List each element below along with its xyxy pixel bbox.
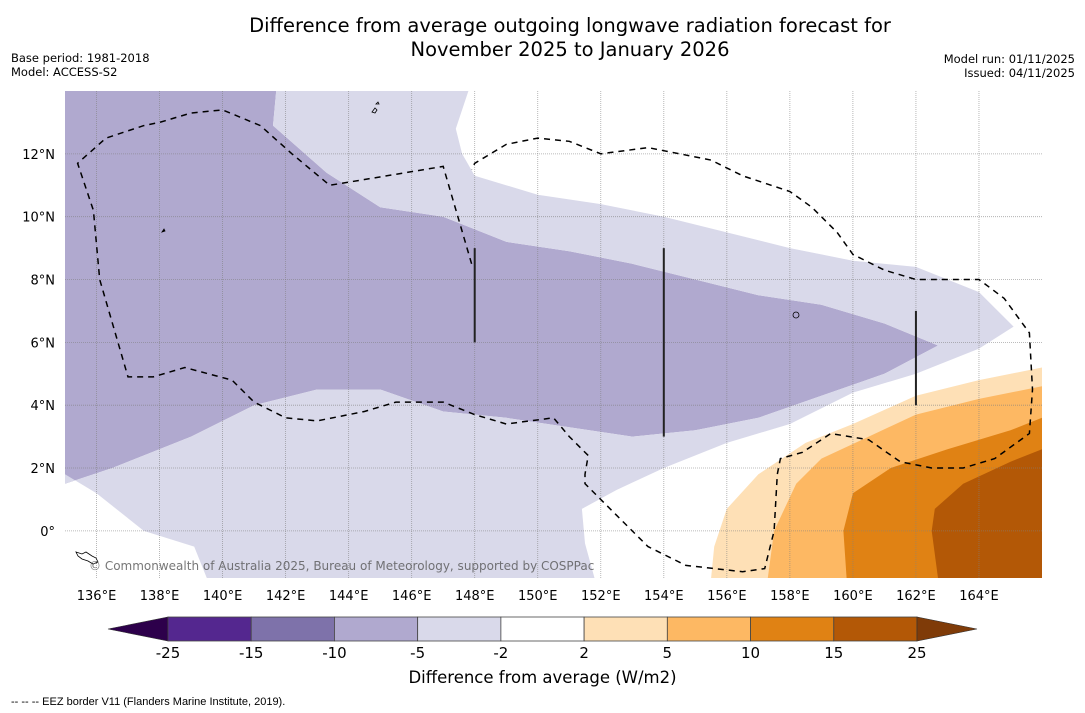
colorbar-segment [750, 616, 835, 642]
colorbar-segment [833, 616, 918, 642]
model-name: Model: ACCESS-S2 [11, 65, 118, 79]
region--5-to--2 [65, 91, 1014, 578]
colorbar-extend-min [107, 616, 169, 642]
lon-tick-label: 156°E [707, 589, 747, 604]
colorbar-segment [500, 616, 585, 642]
lon-tick-label: 140°E [203, 589, 243, 604]
latitude-tick-labels: 0° 2°N 4°N 6°N 8°N 10°N 12°N [22, 148, 55, 540]
colorbar-tick-label: 15 [824, 644, 843, 662]
title-line-1: Difference from average outgoing longwav… [249, 14, 891, 37]
colorbar-tick-label: -25 [156, 644, 181, 662]
colorbar-segment [167, 616, 252, 642]
lon-tick-label: 160°E [833, 589, 873, 604]
lon-tick-label: 148°E [455, 589, 495, 604]
lon-tick-label: 158°E [770, 589, 810, 604]
lon-tick-label: 138°E [140, 589, 180, 604]
colorbar-tick-label: 2 [579, 644, 589, 662]
lon-tick-label: 142°E [266, 589, 306, 604]
chart-title: Difference from average outgoing longwav… [0, 14, 1085, 62]
eez-border-line [76, 109, 1034, 573]
island-chuuk [792, 311, 800, 319]
lat-tick-label: 6°N [31, 336, 56, 351]
lon-tick-label: 146°E [392, 589, 432, 604]
colorbar-label: Difference from average (W/m2) [408, 668, 677, 687]
colorbar-tick-label: -15 [239, 644, 264, 662]
meta-left: Base period: 1981-2018 Model: ACCESS-S2 [11, 51, 150, 79]
lon-tick-label: 162°E [896, 589, 936, 604]
colorbar-extend-max [916, 616, 978, 642]
lat-tick-label: 12°N [22, 148, 55, 163]
map-area: © Commonwealth of Australia 2025, Bureau… [65, 91, 1042, 578]
lat-tick-label: 4°N [31, 399, 56, 414]
island-new-guinea-coast [75, 551, 99, 565]
colorbar-segment [250, 616, 335, 642]
colorbar-segment [334, 616, 419, 642]
lon-tick-label: 144°E [329, 589, 369, 604]
island-guam [371, 101, 380, 114]
vertical-markers [473, 248, 917, 437]
colorbar-tick-label: -10 [322, 644, 347, 662]
colorbar-tick-label: 25 [907, 644, 926, 662]
lon-tick-label: 150°E [518, 589, 558, 604]
colorbar-tick-label: 5 [663, 644, 673, 662]
gridlines [65, 91, 1042, 578]
lat-tick-label: 10°N [22, 211, 55, 226]
colorbar-tick-label: 10 [741, 644, 760, 662]
lat-tick-label: 8°N [31, 274, 56, 289]
region-15-to-25 [931, 449, 1042, 578]
lon-tick-label: 164°E [959, 589, 999, 604]
copyright-notice: © Commonwealth of Australia 2025, Bureau… [89, 559, 594, 573]
colorbar-tick-labels: -25 -15 -10 -5 -2 2 5 10 15 25 [156, 644, 927, 662]
colorbar-tick-label: -5 [410, 644, 425, 662]
eez-footnote: -- -- -- EEZ border V11 (Flanders Marine… [11, 696, 286, 708]
colorbar-segment [417, 616, 502, 642]
anomaly-regions [65, 91, 1042, 578]
base-period: Base period: 1981-2018 [11, 51, 150, 65]
colorbar-segment [583, 616, 668, 642]
island-yap [161, 228, 166, 233]
region--10-to--5 [65, 91, 938, 484]
colorbar-tick-label: -2 [493, 644, 508, 662]
lon-tick-label: 154°E [644, 589, 684, 604]
title-line-2: November 2025 to January 2026 [410, 38, 730, 61]
lon-tick-label: 136°E [77, 589, 117, 604]
model-run: Model run: 01/11/2025 [943, 52, 1075, 66]
island-outlines [75, 101, 800, 565]
eez-border [76, 109, 1034, 573]
issued-date: Issued: 04/11/2025 [964, 66, 1075, 80]
lon-tick-label: 152°E [581, 589, 621, 604]
longitude-tick-labels: 136°E 138°E 140°E 142°E 144°E 146°E 148°E 150°E… [77, 589, 999, 604]
lat-tick-label: 0° [40, 525, 55, 540]
lat-tick-label: 2°N [31, 462, 56, 477]
meta-right: Model run: 01/11/2025 Issued: 04/11/2025 [944, 52, 1075, 80]
colorbar-segment [666, 616, 751, 642]
colorbar [107, 616, 978, 642]
